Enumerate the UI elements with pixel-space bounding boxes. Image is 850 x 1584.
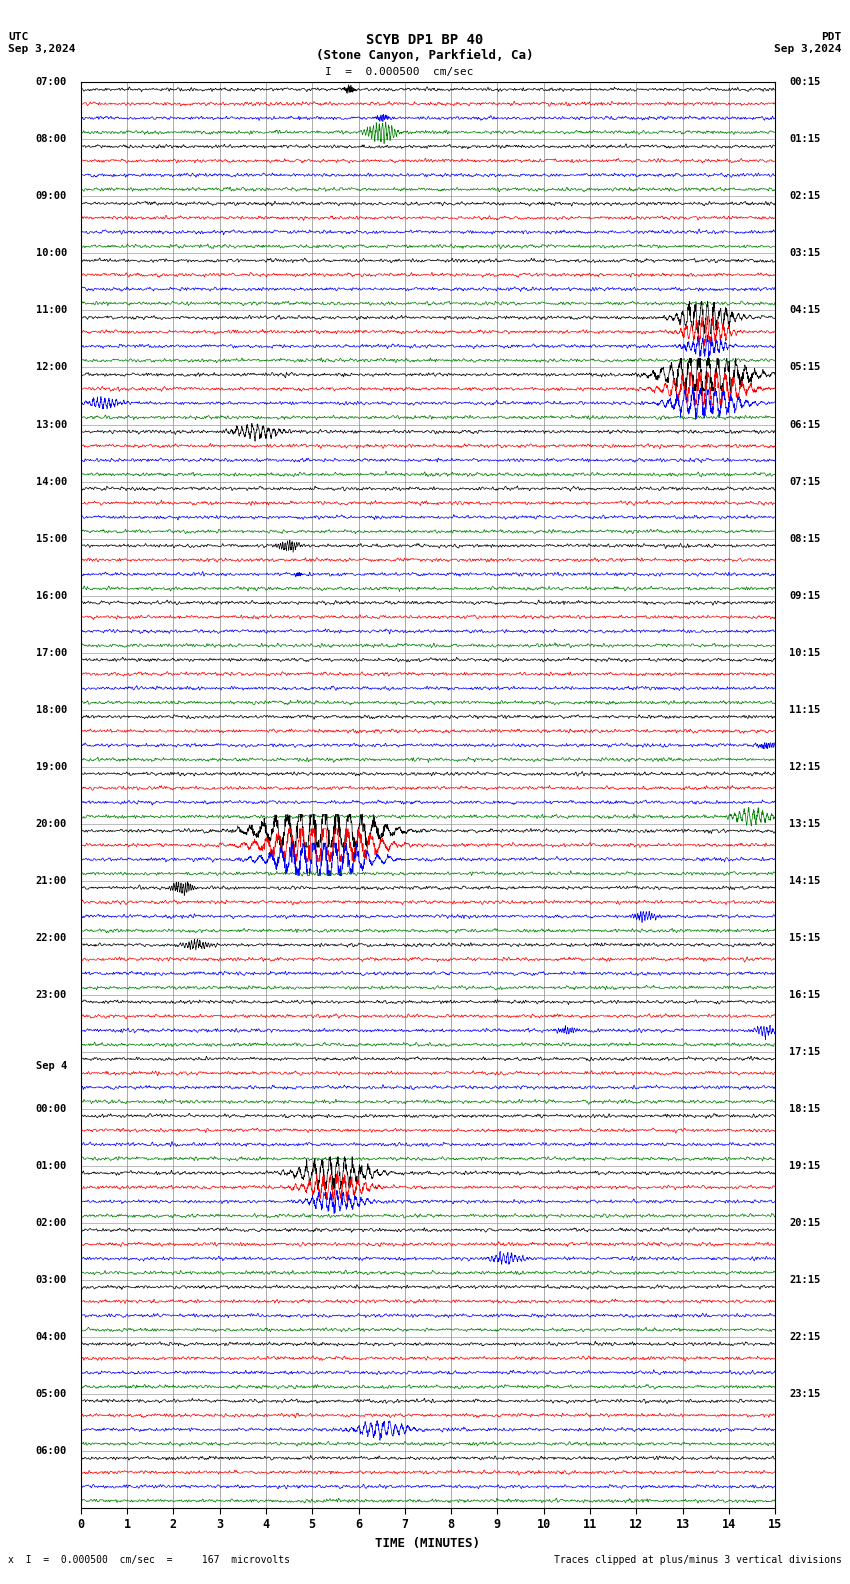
Text: 10:15: 10:15 bbox=[789, 648, 820, 657]
Text: 13:00: 13:00 bbox=[36, 420, 67, 429]
Text: 21:15: 21:15 bbox=[789, 1275, 820, 1285]
Text: 22:15: 22:15 bbox=[789, 1332, 820, 1342]
Text: 18:00: 18:00 bbox=[36, 705, 67, 714]
Text: 00:15: 00:15 bbox=[789, 78, 820, 87]
Text: 17:00: 17:00 bbox=[36, 648, 67, 657]
Text: PDT: PDT bbox=[821, 32, 842, 41]
Text: 04:00: 04:00 bbox=[36, 1332, 67, 1342]
Text: 12:00: 12:00 bbox=[36, 363, 67, 372]
Text: 20:00: 20:00 bbox=[36, 819, 67, 828]
Text: x  I  =  0.000500  cm/sec  =     167  microvolts: x I = 0.000500 cm/sec = 167 microvolts bbox=[8, 1555, 291, 1565]
Text: 15:00: 15:00 bbox=[36, 534, 67, 543]
Text: 01:15: 01:15 bbox=[789, 135, 820, 144]
Text: 06:00: 06:00 bbox=[36, 1446, 67, 1456]
Text: UTC: UTC bbox=[8, 32, 29, 41]
Text: 02:00: 02:00 bbox=[36, 1218, 67, 1228]
Text: 05:00: 05:00 bbox=[36, 1389, 67, 1399]
Text: 01:00: 01:00 bbox=[36, 1161, 67, 1171]
Text: 07:00: 07:00 bbox=[36, 78, 67, 87]
Text: 06:15: 06:15 bbox=[789, 420, 820, 429]
Text: 22:00: 22:00 bbox=[36, 933, 67, 942]
Text: SCYB DP1 BP 40: SCYB DP1 BP 40 bbox=[366, 33, 484, 48]
Text: 16:00: 16:00 bbox=[36, 591, 67, 600]
Text: 18:15: 18:15 bbox=[789, 1104, 820, 1114]
Text: 03:00: 03:00 bbox=[36, 1275, 67, 1285]
Text: (Stone Canyon, Parkfield, Ca): (Stone Canyon, Parkfield, Ca) bbox=[316, 49, 534, 62]
Text: Sep 3,2024: Sep 3,2024 bbox=[8, 44, 76, 54]
Text: 08:15: 08:15 bbox=[789, 534, 820, 543]
Text: Sep 3,2024: Sep 3,2024 bbox=[774, 44, 842, 54]
Text: 04:15: 04:15 bbox=[789, 306, 820, 315]
Text: 02:15: 02:15 bbox=[789, 192, 820, 201]
Text: 10:00: 10:00 bbox=[36, 249, 67, 258]
Text: 09:00: 09:00 bbox=[36, 192, 67, 201]
Text: 11:15: 11:15 bbox=[789, 705, 820, 714]
Text: 19:15: 19:15 bbox=[789, 1161, 820, 1171]
Text: 07:15: 07:15 bbox=[789, 477, 820, 486]
Text: I  =  0.000500  cm/sec: I = 0.000500 cm/sec bbox=[326, 67, 473, 76]
Text: 14:15: 14:15 bbox=[789, 876, 820, 885]
Text: 14:00: 14:00 bbox=[36, 477, 67, 486]
Text: 23:00: 23:00 bbox=[36, 990, 67, 1000]
Text: 15:15: 15:15 bbox=[789, 933, 820, 942]
Text: 19:00: 19:00 bbox=[36, 762, 67, 771]
Text: 17:15: 17:15 bbox=[789, 1047, 820, 1057]
Text: 23:15: 23:15 bbox=[789, 1389, 820, 1399]
Text: 12:15: 12:15 bbox=[789, 762, 820, 771]
Text: 20:15: 20:15 bbox=[789, 1218, 820, 1228]
Text: 03:15: 03:15 bbox=[789, 249, 820, 258]
Text: 08:00: 08:00 bbox=[36, 135, 67, 144]
X-axis label: TIME (MINUTES): TIME (MINUTES) bbox=[376, 1536, 480, 1549]
Text: 09:15: 09:15 bbox=[789, 591, 820, 600]
Text: Sep 4: Sep 4 bbox=[36, 1061, 67, 1071]
Text: 00:00: 00:00 bbox=[36, 1104, 67, 1114]
Text: Traces clipped at plus/minus 3 vertical divisions: Traces clipped at plus/minus 3 vertical … bbox=[553, 1555, 842, 1565]
Text: 16:15: 16:15 bbox=[789, 990, 820, 1000]
Text: 13:15: 13:15 bbox=[789, 819, 820, 828]
Text: 21:00: 21:00 bbox=[36, 876, 67, 885]
Text: 05:15: 05:15 bbox=[789, 363, 820, 372]
Text: 11:00: 11:00 bbox=[36, 306, 67, 315]
